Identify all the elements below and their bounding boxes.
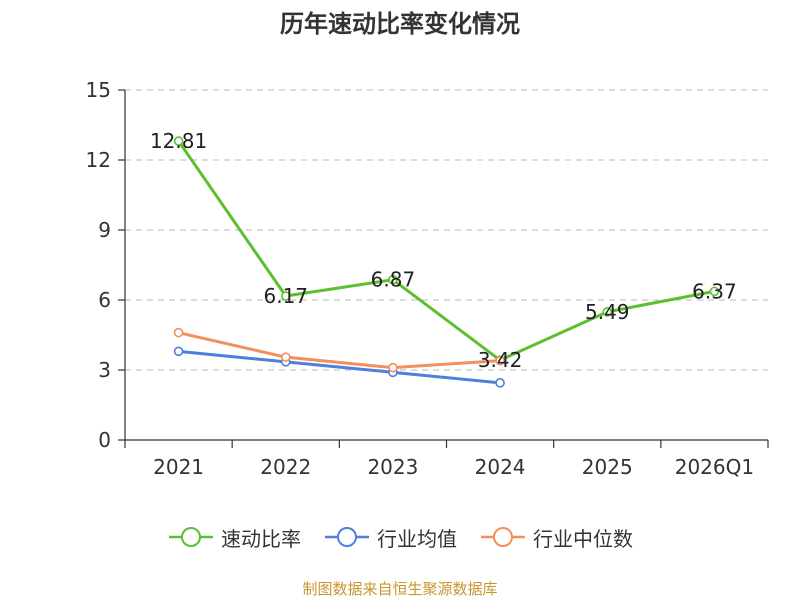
- legend-label: 行业中位数: [533, 526, 633, 551]
- data-label: 6.37: [692, 279, 737, 303]
- data-point: [495, 378, 505, 388]
- series-layer: [173, 136, 720, 388]
- y-tick-label: 9: [98, 218, 111, 242]
- x-tick-label: 2024: [475, 455, 526, 479]
- data-point: [280, 352, 291, 362]
- legend-item[interactable]: 行业中位数: [479, 523, 633, 552]
- legend-swatch: [169, 527, 213, 547]
- data-label: 6.87: [371, 268, 416, 292]
- data-label: 6.17: [263, 284, 308, 308]
- x-tick-label: 2021: [153, 455, 204, 479]
- x-tick-label: 2022: [260, 455, 311, 479]
- legend-swatch: [325, 527, 369, 547]
- y-tick-label: 12: [86, 148, 111, 172]
- y-tick-label: 6: [98, 288, 111, 312]
- y-tick-label: 3: [98, 358, 111, 382]
- series-line-1: [178, 349, 501, 385]
- legend-label: 行业均值: [377, 526, 457, 551]
- x-tick-label: 2025: [582, 455, 633, 479]
- data-point: [173, 136, 184, 146]
- legend-swatch: [481, 527, 525, 547]
- label-layer: 12.81 6.17 6.87 3.42 5.49 6.37: [150, 129, 737, 372]
- data-label: 12.81: [150, 129, 207, 153]
- series-line-0: [177, 140, 715, 362]
- y-tick-label: 0: [98, 428, 111, 452]
- data-label: 3.42: [478, 348, 523, 372]
- y-tick-label: 15: [86, 78, 111, 102]
- x-tick-label: 2023: [367, 455, 418, 479]
- data-point: [173, 346, 184, 357]
- data-point: [709, 286, 720, 297]
- series-line-2: [178, 331, 501, 370]
- legend-item[interactable]: 速动比率: [167, 523, 301, 552]
- data-point: [388, 274, 398, 285]
- data-label: 5.49: [585, 300, 630, 324]
- data-point: [173, 327, 184, 338]
- legend-item[interactable]: 行业均值: [323, 523, 457, 552]
- data-point: [280, 291, 291, 301]
- data-point: [388, 362, 398, 373]
- source-note: 制图数据来自恒生聚源数据库: [302, 580, 498, 598]
- grid-layer: [125, 89, 768, 371]
- data-point: [602, 307, 613, 317]
- legend: 速动比率 行业均值 行业中位数: [0, 519, 800, 555]
- chart-title: 历年速动比率变化情况: [280, 10, 520, 38]
- data-point: [495, 355, 505, 366]
- legend-label: 速动比率: [221, 526, 301, 551]
- x-tick-label: 2026Q1: [675, 455, 754, 479]
- axis-layer: 0 3 6 9 12 15 2021 2022 2023 2024 2025 2026Q1: [86, 78, 769, 479]
